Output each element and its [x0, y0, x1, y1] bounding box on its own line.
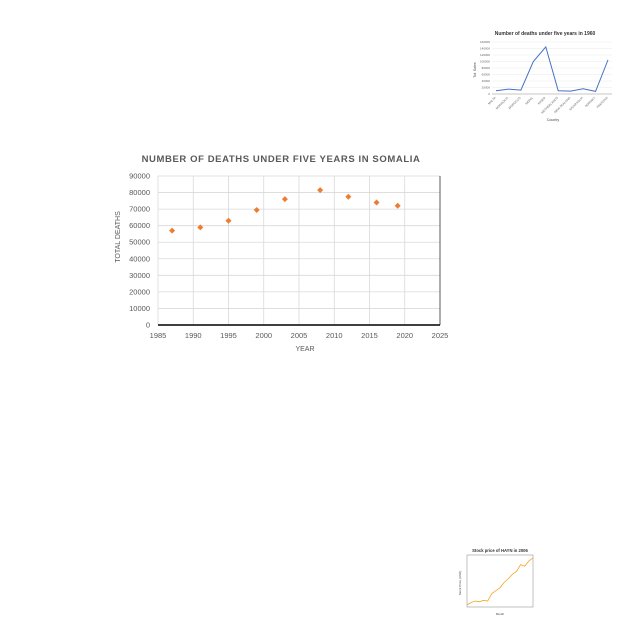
y-tick-label: 80000 — [129, 188, 150, 197]
inset-top-x-tick: NIGER — [537, 95, 547, 105]
inset-top-title: Number of deaths under five years in 196… — [495, 31, 596, 37]
inset-top-y-tick: 160000 — [480, 40, 490, 44]
hayn-stock-chart: Stock price of HAYN in 2006 Month Stock … — [455, 545, 540, 620]
inset-top-y-tick: 80000 — [482, 66, 491, 70]
data-point — [197, 224, 204, 231]
x-tick-label: 2000 — [255, 331, 272, 340]
y-tick-label: 30000 — [129, 271, 150, 280]
inset-top-x-tick: PAKISTAN — [596, 96, 609, 109]
data-point — [317, 187, 324, 194]
x-tick-label: 1995 — [220, 331, 237, 340]
inset-bottom-y-label: Stock Price (USD) — [458, 571, 462, 595]
data-point — [253, 206, 260, 213]
data-point — [281, 196, 288, 203]
inset-top-y-tick: 20000 — [482, 86, 491, 90]
inset-bottom-frame — [466, 554, 534, 608]
inset-top-y-tick: 100000 — [480, 60, 490, 64]
inset-top-y-tick: 120000 — [480, 53, 490, 57]
inset-bottom-series-line — [466, 557, 534, 606]
y-tick-label: 20000 — [129, 287, 150, 296]
inset-top-series-line — [495, 45, 609, 92]
inset-top-y-tick: 0 — [488, 92, 490, 96]
x-tick-label: 1990 — [185, 331, 202, 340]
inset-top-y-tick: 40000 — [482, 79, 491, 83]
somalia-deaths-chart: NUMBER OF DEATHS UNDER FIVE YEARS IN SOM… — [110, 148, 455, 358]
x-tick-label: 2010 — [326, 331, 343, 340]
y-axis-label: TOTAL DEATHS — [115, 211, 122, 263]
hayn-stock-line-chart: Stock price of HAYN in 2006 Month Stock … — [458, 548, 534, 616]
y-tick-label: 70000 — [129, 205, 150, 214]
x-tick-label: 2015 — [361, 331, 378, 340]
data-point — [345, 193, 352, 200]
y-tick-label: 60000 — [129, 221, 150, 230]
inset-top-y-label: Tot. Sales — [473, 62, 477, 78]
x-tick-label: 2025 — [432, 331, 449, 340]
y-tick-label: 0 — [146, 321, 150, 330]
y-tick-label: 90000 — [129, 172, 150, 181]
data-point — [394, 202, 401, 209]
data-point — [225, 217, 232, 224]
chart-title: NUMBER OF DEATHS UNDER FIVE YEARS IN SOM… — [142, 154, 421, 165]
inset-top-y-tick: 140000 — [480, 47, 490, 51]
x-tick-label: 1985 — [150, 331, 167, 340]
inset-top-x-tick: NEPAL — [524, 96, 534, 106]
somalia-deaths-scatter-plot: NUMBER OF DEATHS UNDER FIVE YEARS IN SOM… — [115, 154, 449, 353]
data-point — [169, 227, 176, 234]
inset-top-x-label: Country — [547, 118, 560, 122]
inset-top-y-tick: 60000 — [482, 73, 491, 77]
inset-bottom-title: Stock price of HAYN in 2006 — [472, 548, 528, 553]
y-tick-label: 10000 — [129, 304, 150, 313]
x-axis-label: YEAR — [295, 346, 314, 353]
x-tick-label: 2005 — [291, 331, 308, 340]
inset-top-x-tick: MOROCCO — [507, 95, 522, 110]
y-tick-label: 40000 — [129, 254, 150, 263]
deaths-1960-chart: Number of deaths under five years in 196… — [470, 28, 620, 128]
deaths-1960-line-chart: Number of deaths under five years in 196… — [473, 31, 612, 122]
y-tick-label: 50000 — [129, 238, 150, 247]
x-tick-label: 2020 — [396, 331, 413, 340]
inset-bottom-x-label: Month — [496, 612, 505, 616]
inset-top-x-tick: MALTA — [487, 96, 497, 106]
data-point — [373, 199, 380, 206]
